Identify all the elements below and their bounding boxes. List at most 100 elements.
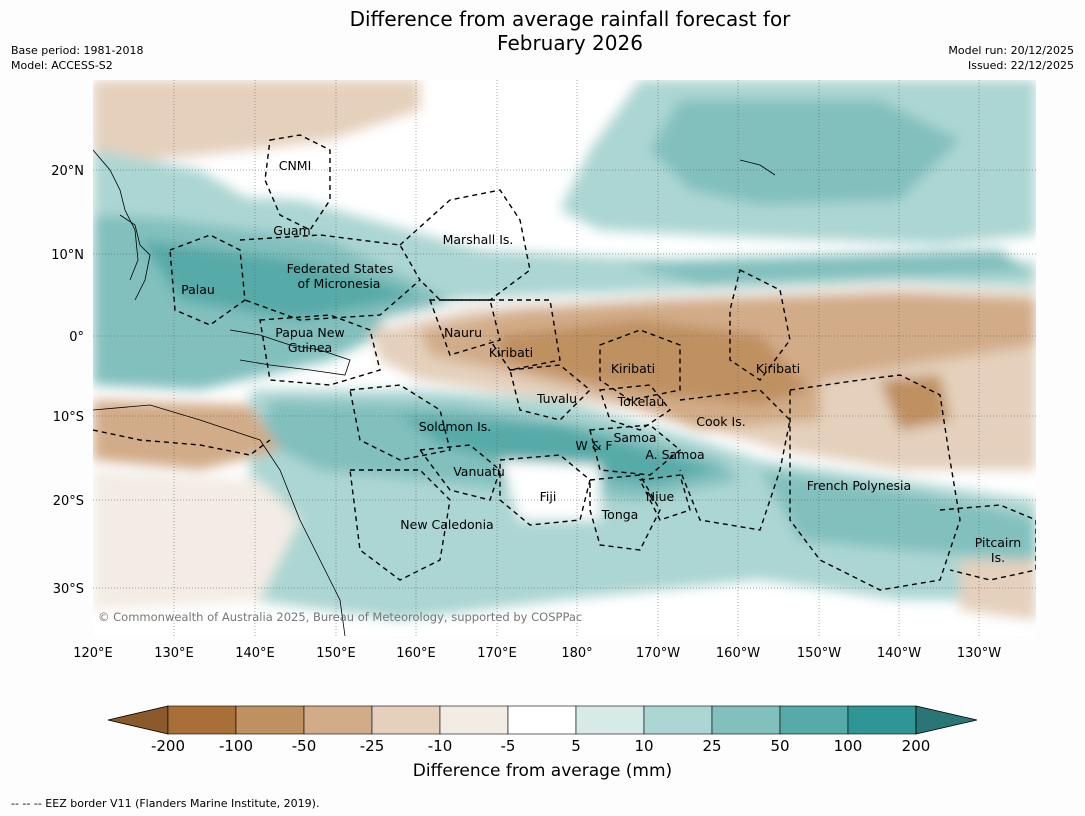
lon-tick-label: 120°E — [73, 646, 113, 661]
lat-tick-label: 30°S — [53, 582, 84, 597]
lon-tick-label: 170°W — [636, 646, 680, 661]
place-label-kiribati2: Kiribati — [611, 361, 655, 376]
place-label-png1: Papua New — [275, 325, 344, 340]
run-info: Model run: 20/12/2025 Issued: 22/12/2025 — [948, 43, 1074, 73]
teal-itcz-strip — [620, 250, 1030, 285]
place-label-tuvalu: Tuvalu — [536, 391, 577, 406]
colorbar-low-extend — [107, 705, 169, 735]
colorbar-label: 200 — [902, 737, 931, 755]
model-run: Model run: 20/12/2025 — [948, 44, 1074, 57]
colorbar-high-extend — [915, 705, 978, 735]
lon-tick-label: 160°E — [396, 646, 436, 661]
colorbar-label: -5 — [501, 737, 516, 755]
eez-new-caledonia — [349, 469, 451, 581]
place-label-marshall: Marshall Is. — [443, 232, 514, 247]
rainfall-map: © Commonwealth of Australia 2025, Bureau… — [51, 80, 1036, 755]
place-label-wf: W & F — [575, 438, 612, 453]
lat-tick-label: 10°N — [51, 248, 84, 263]
coast-philippines — [119, 214, 151, 301]
teal-north-coast — [93, 150, 250, 220]
colorbar-label: -50 — [292, 737, 317, 755]
eez-marshall — [399, 189, 531, 301]
place-label-newcal: New Caledonia — [400, 517, 493, 532]
colorbar-segment — [643, 705, 713, 735]
lon-tick-label: 160°W — [716, 646, 760, 661]
eez-australia-north — [93, 429, 271, 456]
lat-tick-label: 10°S — [53, 410, 84, 425]
teal-north-pacific-core — [650, 100, 960, 205]
place-label-niue: Niue — [646, 489, 675, 504]
place-label-fp: French Polynesia — [807, 478, 911, 493]
coastlines — [93, 149, 776, 636]
colorbar-segment — [303, 705, 373, 735]
anomaly-field: © Commonwealth of Australia 2025, Bureau… — [93, 80, 1036, 636]
place-label-tokelau: Tokelau — [617, 394, 665, 409]
model-info: Base period: 1981-2018 Model: ACCESS-S2 — [11, 43, 143, 73]
place-label-samoa: Samoa — [613, 430, 656, 445]
colorbar-label: -100 — [219, 737, 253, 755]
place-label-guam: Guam — [273, 223, 310, 238]
gridlines — [93, 80, 1036, 636]
eez-kiribati-phoenix — [599, 329, 681, 401]
teal-southeast — [760, 470, 1036, 560]
eez-kiribati-west — [489, 299, 561, 371]
colorbar: -200 -100 -50 -25 -10 -5 5 10 25 50 100 200 — [107, 705, 978, 755]
place-label-nauru: Nauru — [444, 325, 482, 340]
place-label-cook: Cook Is. — [696, 414, 745, 429]
brown-australia-north — [93, 400, 280, 470]
place-label-fiji: Fiji — [540, 489, 557, 504]
teal-spcz-inner — [400, 415, 720, 485]
brown-australia — [93, 470, 300, 610]
lon-tick-label: 150°E — [316, 646, 356, 661]
place-label-fsm2: of Micronesia — [298, 276, 381, 291]
eez-nauru — [429, 299, 501, 356]
white-fiji-gap — [500, 460, 600, 520]
teal-micronesia-core — [140, 240, 420, 320]
colorbar-segment — [847, 705, 917, 735]
colorbar-label: 100 — [834, 737, 863, 755]
eez-kiribati-line — [729, 268, 791, 381]
eez-tonga — [589, 474, 661, 551]
colorbar-segment — [439, 705, 509, 735]
place-label-kiribati1: Kiribati — [489, 345, 533, 360]
place-label-vanuatu: Vanuatu — [453, 464, 505, 479]
eez-cook — [679, 389, 791, 531]
axis-ticks: 120°E 130°E 140°E 150°E 160°E 170°E 180° 170°W 1… — [51, 164, 1001, 661]
lon-tick-label: 130°W — [957, 646, 1001, 661]
eez-niue — [638, 474, 691, 521]
colorbar-segment — [167, 705, 237, 735]
colorbar-segment — [371, 705, 441, 735]
colorbar-segment — [507, 705, 577, 735]
eez-png — [259, 314, 381, 386]
eez-tokelau — [599, 384, 672, 431]
colorbar-label: 10 — [634, 737, 653, 755]
brown-equatorial-core — [500, 320, 810, 405]
colorbar-label: -200 — [151, 737, 185, 755]
title-line-2: February 2026 — [497, 31, 643, 55]
colorbar-segment — [235, 705, 305, 735]
lat-tick-label: 0° — [69, 330, 84, 345]
place-label-pitcairn1: Pitcairn — [975, 535, 1021, 550]
colorbar-title: Difference from average (mm) — [412, 761, 673, 781]
lon-tick-label: 140°E — [235, 646, 275, 661]
colorbar-segment — [575, 705, 645, 735]
colorbar-label: -10 — [428, 737, 453, 755]
eez-solomon — [349, 384, 451, 461]
coast-asia — [93, 149, 139, 281]
base-period: Base period: 1981-2018 — [11, 44, 144, 57]
lat-tick-label: 20°N — [51, 164, 84, 179]
model-name: Model: ACCESS-S2 — [11, 59, 113, 72]
issued-date: Issued: 22/12/2025 — [967, 59, 1074, 72]
place-label-cnmi: CNMI — [279, 158, 312, 173]
lon-tick-label: 150°W — [797, 646, 841, 661]
colorbar-label: 25 — [702, 737, 721, 755]
place-label-palau: Palau — [181, 282, 215, 297]
lon-tick-label: 140°W — [877, 646, 921, 661]
eez-legend-note: -- -- -- EEZ border V11 (Flanders Marine… — [11, 797, 320, 810]
coast-australia — [93, 404, 346, 636]
colorbar-label: 5 — [571, 737, 581, 755]
eez-tuvalu — [509, 364, 592, 421]
white-equator-line — [380, 284, 1036, 328]
eez-palau — [169, 234, 246, 326]
